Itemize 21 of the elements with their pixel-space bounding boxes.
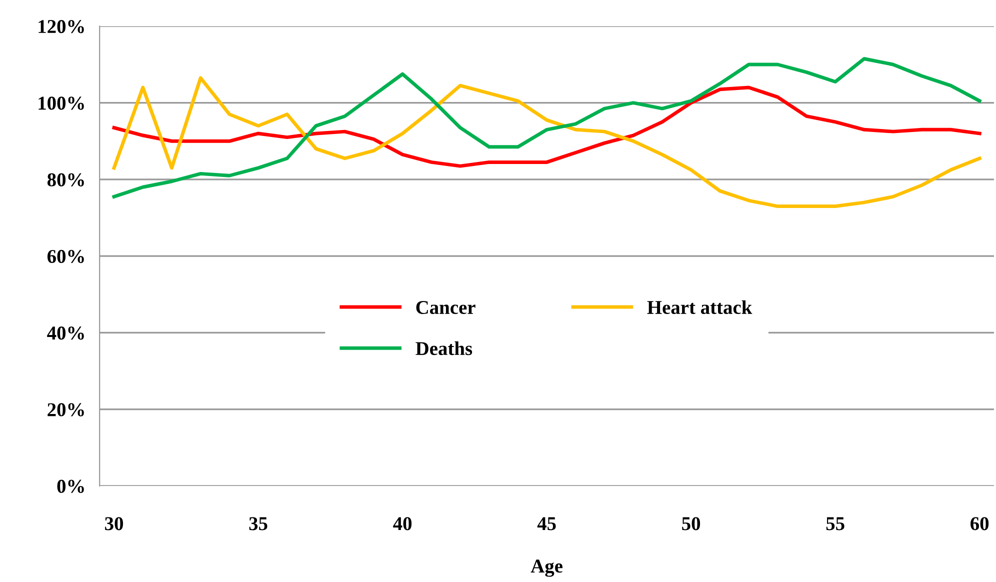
y-tick-label: 60% xyxy=(47,250,84,264)
x-axis-title: Age xyxy=(530,560,562,577)
y-tick-label: 0% xyxy=(57,480,84,493)
x-tick-label: 55 xyxy=(826,517,844,530)
legend-label: Heart attack xyxy=(647,300,752,314)
legend-label: Deaths xyxy=(416,341,472,356)
y-tick-label: 80% xyxy=(47,173,84,186)
x-tick-label: 30 xyxy=(105,517,124,530)
y-tick-label: 20% xyxy=(48,403,84,416)
y-tick-label: 120% xyxy=(38,20,84,34)
x-tick-label: 45 xyxy=(537,517,556,530)
line-series xyxy=(112,86,982,168)
line-series xyxy=(112,76,982,208)
y-tick-label: 40% xyxy=(47,326,84,340)
legend-label: Cancer xyxy=(416,300,476,314)
x-tick-label: 60 xyxy=(970,517,989,530)
x-tick-label: 50 xyxy=(682,517,700,530)
y-tick-label: 100% xyxy=(38,96,84,110)
x-tick-label: 35 xyxy=(249,517,268,530)
x-tick-label: 40 xyxy=(393,517,412,530)
line-series xyxy=(112,57,982,198)
